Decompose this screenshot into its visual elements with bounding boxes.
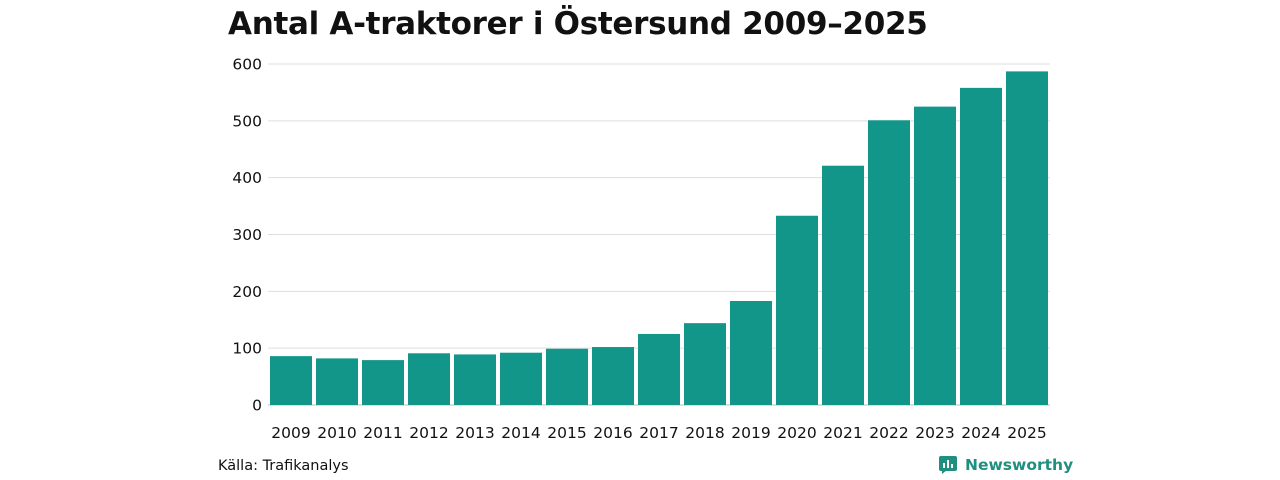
bar-2025	[1006, 71, 1048, 405]
y-tick-label: 600	[232, 56, 262, 74]
bar-2010	[316, 358, 358, 405]
y-tick-label: 100	[232, 340, 262, 358]
y-tick-label: 400	[232, 169, 262, 187]
bar-2012	[408, 353, 450, 405]
x-tick-label: 2013	[455, 424, 494, 442]
chart-title: Antal A-traktorer i Östersund 2009–2025	[228, 6, 928, 42]
newsworthy-logo-icon	[939, 456, 957, 474]
bar-2015	[546, 348, 588, 405]
bar-2020	[776, 215, 818, 405]
source-note: Källa: Trafikanalys	[218, 458, 349, 474]
bar-2011	[362, 360, 404, 405]
brand-name: Newsworthy	[965, 456, 1074, 474]
x-tick-label: 2023	[915, 424, 954, 442]
x-tick-label: 2017	[639, 424, 678, 442]
x-tick-label: 2025	[1007, 424, 1046, 442]
bar-2016	[592, 347, 634, 405]
x-tick-label: 2022	[869, 424, 908, 442]
bar-2013	[454, 354, 496, 405]
x-tick-label: 2014	[501, 424, 540, 442]
bar-2017	[638, 333, 680, 405]
x-tick-label: 2019	[731, 424, 770, 442]
y-tick-label: 0	[252, 397, 262, 415]
bar-2023	[914, 106, 956, 405]
bar-2019	[730, 300, 772, 405]
x-tick-label: 2016	[593, 424, 632, 442]
x-tick-label: 2024	[961, 424, 1000, 442]
x-tick-label: 2018	[685, 424, 724, 442]
bar-2021	[822, 165, 864, 405]
bar-2009	[270, 356, 312, 405]
x-tick-label: 2012	[409, 424, 448, 442]
bar-2014	[500, 352, 542, 405]
bar-2024	[960, 87, 1002, 406]
x-tick-label: 2011	[363, 424, 402, 442]
brand-logo: Newsworthy	[938, 455, 1073, 475]
x-tick-label: 2020	[777, 424, 816, 442]
y-tick-label: 200	[232, 283, 262, 301]
bar-2018	[684, 323, 726, 405]
x-tick-label: 2015	[547, 424, 586, 442]
y-tick-label: 300	[232, 226, 262, 244]
y-tick-label: 500	[232, 112, 262, 130]
x-tick-label: 2021	[823, 424, 862, 442]
bar-2022	[868, 120, 910, 405]
x-tick-label: 2010	[317, 424, 356, 442]
x-tick-label: 2009	[271, 424, 310, 442]
